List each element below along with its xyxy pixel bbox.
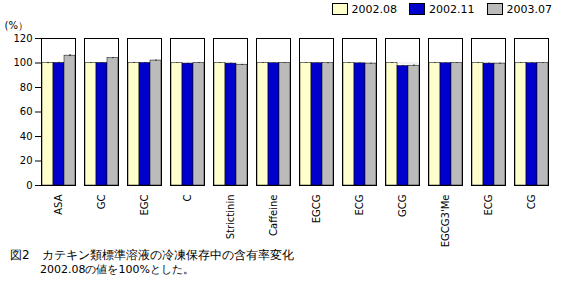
svg-text:EGCG3'Me: EGCG3'Me xyxy=(440,195,451,248)
html-text:2003.07: 2003.07 xyxy=(506,2,552,16)
svg-text:GCG: GCG xyxy=(397,195,408,217)
svg-text:120: 120 xyxy=(13,33,32,44)
svg-text:ECG: ECG xyxy=(483,195,494,216)
svg-text:0: 0 xyxy=(26,180,32,191)
svg-text:Caffeine: Caffeine xyxy=(268,195,279,236)
html-text:図2 カテキン類標準溶液の冷凍保存中の含有率変化: 図2 カテキン類標準溶液の冷凍保存中の含有率変化 xyxy=(10,248,294,262)
svg-text:40: 40 xyxy=(20,131,33,142)
svg-text:EGC: EGC xyxy=(139,194,150,215)
svg-text:100: 100 xyxy=(13,57,32,68)
svg-text:ASA: ASA xyxy=(53,194,64,214)
svg-text:EGCG: EGCG xyxy=(311,195,322,224)
html-text:2002.11: 2002.11 xyxy=(429,2,475,16)
svg-text:Strictinin: Strictinin xyxy=(225,195,236,240)
svg-text:60: 60 xyxy=(20,106,33,117)
html-text:2002.08: 2002.08 xyxy=(351,2,397,16)
svg-text:C: C xyxy=(182,194,193,201)
html-text:2002.08の値を100%とした。: 2002.08の値を100%とした。 xyxy=(40,263,194,276)
svg-text:80: 80 xyxy=(20,82,33,93)
svg-text:20: 20 xyxy=(20,155,33,166)
svg-text:CG: CG xyxy=(526,195,537,210)
svg-text:ECG: ECG xyxy=(354,195,365,216)
svg-text:GC: GC xyxy=(96,194,107,209)
svg-text:(%）: (%） xyxy=(5,20,28,31)
